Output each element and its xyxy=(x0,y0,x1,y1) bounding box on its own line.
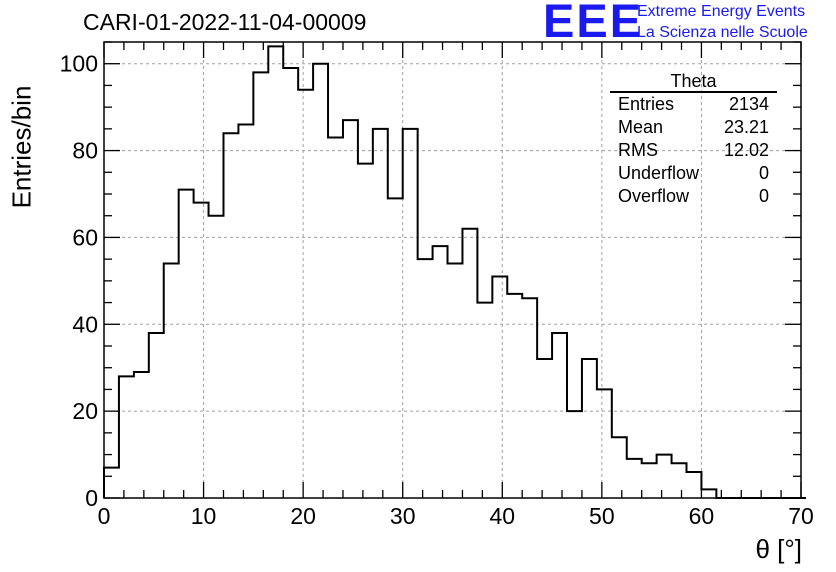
x-tick-label: 30 xyxy=(390,503,416,529)
histogram-bin xyxy=(492,277,507,498)
histogram-bin xyxy=(313,64,328,498)
x-tick-label: 20 xyxy=(290,503,316,529)
logo-line-1: Extreme Energy Events xyxy=(637,3,806,20)
histogram-bin xyxy=(134,372,149,498)
histogram-bin xyxy=(373,129,388,498)
histogram-bin xyxy=(268,46,283,498)
histogram-bin xyxy=(672,463,687,498)
histogram-bin xyxy=(657,455,672,498)
histogram-bin xyxy=(433,246,448,498)
y-axis-label: Entries/bin xyxy=(6,85,37,209)
histogram-bin xyxy=(343,120,358,498)
y-tick-label: 80 xyxy=(72,138,98,164)
y-tick-label: 60 xyxy=(72,224,98,250)
histogram-bin xyxy=(582,359,597,498)
histogram-bin xyxy=(597,389,612,498)
x-tick-label: 50 xyxy=(589,503,615,529)
histogram-bin xyxy=(477,303,492,498)
histogram-bin xyxy=(283,68,298,498)
histogram-bin xyxy=(403,129,418,498)
eee-logo: EEE Extreme Energy Events La Scienza nel… xyxy=(543,0,836,48)
y-axis-label-box: Entries/bin xyxy=(2,86,42,209)
grid-lines xyxy=(104,42,801,498)
stats-value: 0 xyxy=(758,186,769,206)
histogram-bin xyxy=(238,125,253,498)
x-tick-label: 70 xyxy=(788,503,814,529)
stats-value: 2134 xyxy=(728,94,769,114)
stats-value: 0 xyxy=(758,163,769,183)
stats-label: RMS xyxy=(618,140,658,160)
histogram-bin xyxy=(358,164,373,498)
histogram-bin xyxy=(686,472,701,498)
histogram-bin xyxy=(522,298,537,498)
stats-value: 23.21 xyxy=(723,117,769,137)
y-tick-label: 20 xyxy=(72,398,98,424)
y-tick-label: 0 xyxy=(85,485,98,511)
histogram-bin xyxy=(627,459,642,498)
stats-label: Overflow xyxy=(618,186,690,206)
histogram-outline xyxy=(103,45,806,499)
histogram-bin xyxy=(179,190,194,498)
histogram-bin xyxy=(149,333,164,498)
logo-line-2: La Scienza nelle Scuole xyxy=(637,24,808,41)
stats-box: Theta Entries 2134 Mean 23.21 RMS 12.02 … xyxy=(610,72,777,208)
stats-value: 12.02 xyxy=(723,140,769,160)
histogram-bin xyxy=(328,138,343,498)
stats-label: Mean xyxy=(618,117,664,137)
stats-row-underflow: Underflow 0 xyxy=(610,162,777,185)
histogram-bin xyxy=(194,203,209,498)
y-tick-label: 100 xyxy=(60,51,98,77)
histogram-bin xyxy=(209,216,224,498)
histogram-bin xyxy=(552,333,567,498)
histogram-bin xyxy=(253,72,268,498)
histogram-bin xyxy=(567,411,582,498)
histogram-bin xyxy=(104,468,119,498)
x-tick-label: 0 xyxy=(98,503,111,529)
histogram-bin xyxy=(537,359,552,498)
histogram-bin xyxy=(119,376,134,498)
x-tick-label: 10 xyxy=(191,503,217,529)
histogram-bin xyxy=(462,229,477,498)
stats-label: Entries xyxy=(618,94,675,114)
stats-row-overflow: Overflow 0 xyxy=(610,185,777,208)
histogram-bin xyxy=(388,198,403,498)
tick-labels: 0 10 20 30 40 50 60 70 0 20 40 60 80 100 xyxy=(60,51,814,529)
histogram-bin xyxy=(448,263,463,498)
histogram-bin xyxy=(612,437,627,498)
stats-row-entries: Entries 2134 xyxy=(610,93,777,116)
stats-row-rms: RMS 12.02 xyxy=(610,139,777,162)
x-axis-label: θ [°] xyxy=(755,534,802,564)
stats-row-mean: Mean 23.21 xyxy=(610,116,777,139)
histogram-bin xyxy=(164,263,179,498)
plot-frame xyxy=(103,41,802,499)
histogram-bin xyxy=(418,259,433,498)
x-tick-label: 60 xyxy=(689,503,715,529)
x-tick-label: 40 xyxy=(489,503,515,529)
histogram-bin xyxy=(642,463,657,498)
logo-mark: EEE xyxy=(543,0,644,47)
histogram-bin xyxy=(223,133,238,498)
axis-ticks xyxy=(103,41,802,499)
stats-label: Underflow xyxy=(618,163,700,183)
stats-title: Theta xyxy=(610,72,777,93)
chart-title: CARI-01-2022-11-04-00009 xyxy=(83,9,367,35)
y-tick-label: 40 xyxy=(72,311,98,337)
histogram-bin xyxy=(701,489,716,498)
